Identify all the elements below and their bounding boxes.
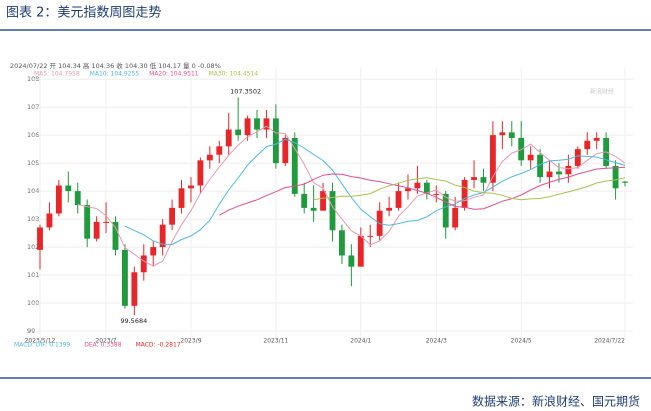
candle-body (574, 149, 581, 166)
candle-body (423, 182, 430, 194)
candle-body (622, 181, 628, 183)
candle-body (433, 193, 440, 195)
x-tick-label: 2023/7 (95, 338, 116, 345)
ma-line (313, 177, 626, 201)
candle-body (74, 191, 81, 206)
candle-body (225, 129, 232, 147)
x-tick-label: 2024/3 (426, 338, 447, 345)
candle-body (471, 177, 477, 180)
y-tick-label: 107 (27, 103, 39, 111)
candle-body (442, 193, 449, 228)
candle-body (357, 235, 364, 267)
candle-body (159, 224, 166, 248)
candle-body (282, 137, 289, 164)
watermark: 新浪财经 (590, 88, 614, 96)
candle-body (367, 235, 374, 237)
candle-body (272, 118, 279, 164)
candle-body (612, 165, 619, 189)
candle-body (301, 193, 308, 208)
candle-body (508, 132, 515, 138)
info-line: 2024/07/22 开 104.34 高 104.36 收 104.30 低 … (10, 61, 221, 70)
candle-body (178, 188, 185, 208)
x-tick-label: 2023/5/12 (25, 338, 56, 345)
candle-body (386, 207, 393, 211)
y-tick-label: 99 (27, 327, 35, 335)
x-tick-label: 2024/5 (511, 338, 532, 345)
candle-body (320, 191, 326, 211)
candle-body (593, 137, 600, 141)
candle-body (452, 207, 459, 228)
low-annotation: 99.5684 (120, 317, 147, 325)
y-tick-label: 108 (27, 75, 39, 83)
candle-body (339, 230, 345, 256)
candle-body (291, 137, 298, 194)
candle-body (169, 207, 176, 225)
candle-body (414, 182, 421, 189)
candle-body (206, 154, 213, 161)
candle-body (93, 221, 100, 239)
candle-body (546, 171, 553, 178)
y-tick-label: 106 (27, 131, 39, 139)
x-tick-label: 2024/1 (350, 338, 371, 345)
candle-body (480, 177, 487, 183)
ma-line (77, 125, 626, 267)
y-tick-label: 101 (27, 271, 39, 279)
candle-body (584, 140, 591, 150)
x-tick-label: 2024/7/22 (594, 338, 625, 345)
candle-body (65, 185, 72, 192)
candle-body (461, 179, 468, 208)
y-tick-label: 103 (27, 215, 39, 223)
candle-body (197, 160, 204, 186)
candle-body (235, 129, 242, 136)
x-tick-label: 2023/9 (180, 338, 201, 345)
figure-title: 图表 2：美元指数周图走势 (6, 5, 161, 21)
candle-body (348, 255, 355, 267)
candle-body (556, 171, 562, 175)
legend-entry: MA30: 104.4514 (209, 71, 259, 78)
ma-line (219, 166, 626, 216)
macd-label: MACD: DIF: 0.1399 (14, 342, 70, 349)
candle-body (84, 205, 91, 239)
macd-label: MACD: -0.2817 (136, 342, 181, 349)
x-tick-label: 2023/11 (263, 338, 288, 345)
candle-body (565, 165, 572, 175)
candle-body (310, 207, 317, 211)
y-tick-label: 105 (27, 159, 39, 167)
candle-body (140, 255, 147, 273)
candle-body (244, 118, 251, 136)
candle-body (46, 213, 53, 228)
candle-body (121, 249, 128, 306)
candle-body (150, 247, 157, 256)
candle-body (329, 191, 336, 231)
source-note: 数据来源：新浪财经、国元期货 (472, 394, 640, 409)
candle-body (103, 221, 109, 223)
candle-body (499, 132, 506, 136)
ma-line (124, 138, 626, 246)
legend-entry: MA20: 104.9511 (149, 71, 199, 78)
candle-body (188, 185, 194, 189)
candle-body (263, 118, 270, 130)
y-tick-label: 104 (27, 187, 39, 195)
high-annotation: 107.3502 (230, 87, 261, 95)
candle-body (37, 227, 43, 250)
macd-label: DEA: 0.3388 (84, 342, 122, 349)
candle-body (537, 154, 544, 178)
legend-entry: MA5: 104.7958 (34, 71, 80, 78)
candle-body (405, 188, 411, 192)
candle-body (55, 185, 62, 214)
candle-body (489, 135, 496, 183)
legend-entry: MA10: 104.9255 (90, 71, 140, 78)
candle-body (112, 221, 119, 250)
y-tick-label: 102 (27, 243, 39, 251)
candle-body (254, 118, 260, 130)
candle-body (131, 272, 138, 306)
candle-body (527, 154, 534, 161)
y-tick-label: 100 (27, 299, 39, 307)
candle-body (216, 146, 223, 155)
candle-body (395, 191, 402, 208)
